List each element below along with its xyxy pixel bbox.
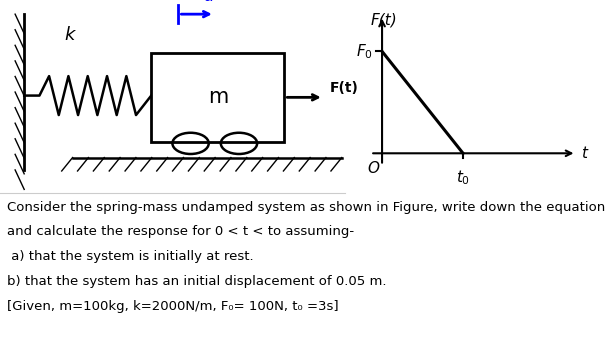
Text: Consider the spring-mass undamped system as shown in Figure, write down the equa: Consider the spring-mass undamped system… [7, 201, 605, 213]
Text: O: O [367, 161, 379, 176]
Text: b) that the system has an initial displacement of 0.05 m.: b) that the system has an initial displa… [7, 275, 387, 288]
Bar [151, 53, 284, 142]
Text: k: k [64, 27, 75, 44]
Text: u: u [203, 0, 214, 5]
Text: m: m [208, 87, 228, 107]
Text: a) that the system is initially at rest.: a) that the system is initially at rest. [7, 250, 254, 263]
Text: $F_0$: $F_0$ [356, 42, 373, 61]
Text: t: t [581, 146, 587, 161]
Text: $t_0$: $t_0$ [456, 169, 470, 187]
Text: [Given, m=100kg, k=2000N/m, F₀= 100N, t₀ =3s]: [Given, m=100kg, k=2000N/m, F₀= 100N, t₀… [7, 300, 339, 313]
Text: and calculate the response for 0 < t < to assuming-: and calculate the response for 0 < t < t… [7, 225, 355, 238]
Text: F(t): F(t) [330, 81, 359, 96]
Text: F(t): F(t) [370, 13, 397, 28]
